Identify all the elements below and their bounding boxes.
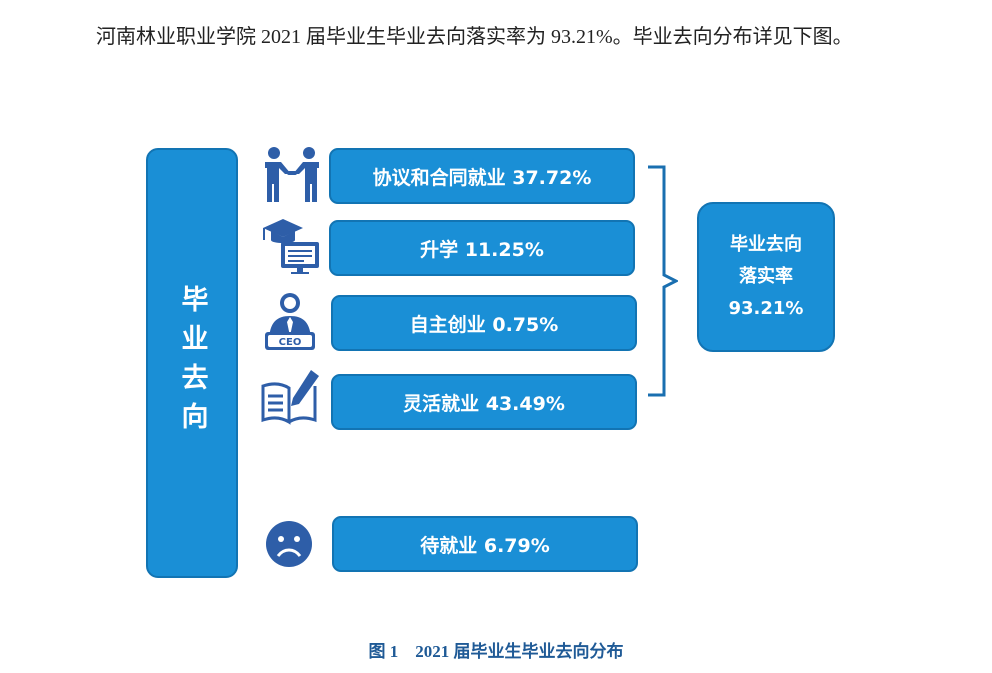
ceo-text: CEO [279,337,302,348]
sad-face-icon [266,521,312,567]
handshake-icon [265,147,319,202]
rate-line2: 落实率 [739,266,793,287]
rate-value: 93.21% [728,298,804,319]
graduation-icon [263,219,319,274]
figure-caption: 图 1 2021 届毕业生毕业去向分布 [368,642,624,661]
item-unemployed: 待就业 6.79% [332,516,638,572]
bracket [648,165,678,397]
rate-line1: 毕业去向 [730,234,802,255]
destination-label: 毕业去向 [176,285,208,441]
ceo-icon: CEO [265,293,315,350]
item-further-study: 升学 11.25% [329,220,635,276]
book-pencil-icon [261,370,319,425]
item-self-employment: 自主创业 0.75% [331,295,637,351]
item-flexible-employment: 灵活就业 43.49% [331,374,637,430]
placement-rate-box: 毕业去向 落实率 93.21% [697,202,835,352]
item-contract-employment: 协议和合同就业 37.72% [329,148,635,204]
intro-paragraph: 河南林业职业学院 2021 届毕业生毕业去向落实率为 93.21%。毕业去向分布… [96,26,853,48]
destination-label-box: 毕业去向 [146,148,238,578]
